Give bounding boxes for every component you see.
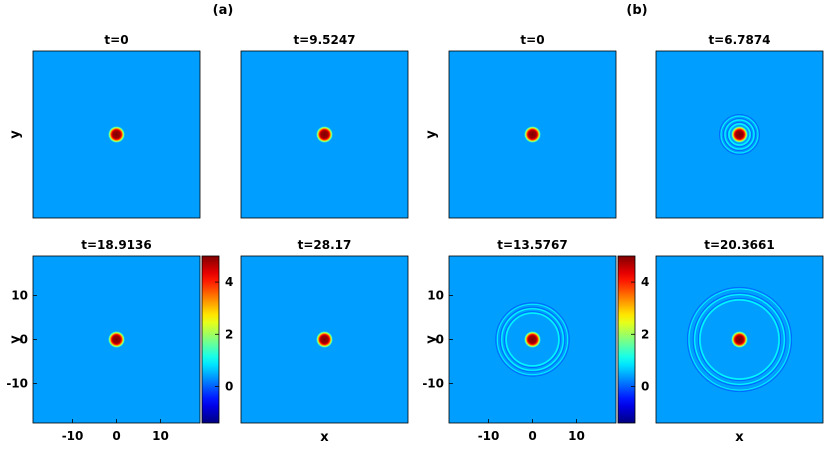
heatmap-area: [656, 51, 823, 218]
panel-b-3: t=13.5767 y 10 0 -10 -10 0 10: [422, 238, 617, 443]
heatmap-area: [449, 51, 616, 218]
colorbar-a: 4 2 0: [201, 255, 233, 424]
wave-ring-trough: [697, 297, 782, 382]
x-tick-label: -10: [478, 429, 500, 443]
soliton-core: [524, 331, 541, 348]
heatmap-area: [449, 256, 616, 423]
soliton-core: [316, 331, 333, 348]
panel-title: t=13.5767: [497, 238, 567, 252]
colorbar-tick-label: 4: [641, 275, 649, 289]
panel-frame: [240, 255, 409, 424]
y-tick-label: -10: [422, 376, 444, 390]
x-tick-label: 0: [112, 429, 120, 443]
heatmap-area: [33, 256, 200, 423]
wave-ring: [496, 303, 569, 376]
colorbar-frame: [617, 255, 636, 424]
panel-b-2: t=6.7874: [655, 33, 824, 219]
wave-ring-trough: [722, 117, 757, 152]
colorbar-tick-label: 0: [225, 379, 233, 393]
heatmap-area: [241, 256, 408, 423]
wave-ring-trough: [726, 121, 753, 148]
soliton-core: [108, 126, 125, 143]
panel-b-1: t=0 y: [424, 33, 617, 219]
panel-title: t=18.9136: [81, 238, 151, 252]
panel-frame: [448, 50, 617, 219]
y-tick-label: 0: [436, 333, 444, 347]
panel-title: t=28.17: [298, 238, 352, 252]
soliton-core: [731, 331, 748, 348]
y-tick-label: 10: [11, 289, 28, 303]
colorbar-frame: [201, 255, 220, 424]
wave-ring: [728, 123, 751, 146]
x-tick-label: -10: [62, 429, 84, 443]
wave-ring-trough: [718, 113, 761, 156]
panel-title: t=20.3661: [704, 238, 774, 252]
soliton-core: [316, 126, 333, 143]
panel-title: t=6.7874: [708, 33, 770, 47]
wave-ring: [505, 312, 560, 367]
wave-ring: [699, 299, 780, 380]
panel-a-2: t=9.5247: [240, 33, 409, 219]
group-label-a: (a): [213, 3, 234, 18]
colorbar-tick-label: 2: [641, 327, 649, 341]
wave-ring-trough: [499, 306, 566, 373]
colorbar-tick-label: 4: [225, 275, 233, 289]
panel-title: t=0: [104, 33, 128, 47]
colorbar-fill: [618, 256, 635, 423]
heatmap-area: [33, 51, 200, 218]
wave-ring-trough: [692, 292, 787, 387]
wave-ring: [724, 119, 755, 150]
heatmap-area: [241, 51, 408, 218]
heatmap-area: [656, 256, 823, 423]
panel-title: t=9.5247: [293, 33, 355, 47]
x-tick-label: 10: [568, 429, 585, 443]
colorbar-tick-label: 2: [225, 327, 233, 341]
wave-ring-trough: [504, 311, 561, 368]
panel-frame: [655, 255, 824, 424]
wave-ring: [720, 115, 759, 154]
wave-ring-trough: [495, 302, 570, 377]
group-label-b: (b): [626, 3, 647, 18]
panel-a-3: t=18.9136 y 10 0 -10 -10 0 10: [6, 238, 201, 443]
x-axis-label: x: [320, 430, 329, 445]
panel-frame: [240, 50, 409, 219]
y-axis-label: y: [8, 335, 23, 344]
y-axis-label: y: [424, 335, 439, 344]
y-axis-label: y: [424, 130, 439, 139]
panel-frame: [655, 50, 824, 219]
y-tick-label: 0: [20, 333, 28, 347]
soliton-core: [731, 126, 748, 143]
panel-title: t=0: [520, 33, 544, 47]
x-tick-label: 10: [152, 429, 169, 443]
wave-ring-trough: [686, 286, 793, 393]
panel-b-4: t=20.3661 x: [655, 238, 824, 445]
soliton-core: [524, 126, 541, 143]
x-axis-label: x: [735, 430, 744, 445]
y-tick-label: 10: [427, 289, 444, 303]
wave-ring: [688, 288, 791, 391]
x-tick-label: 0: [528, 429, 536, 443]
colorbar-tick-label: 0: [641, 379, 649, 393]
colorbar-b: 4 2 0: [617, 255, 649, 424]
soliton-core: [108, 331, 125, 348]
colorbar-fill: [202, 256, 219, 423]
y-tick-label: -10: [6, 376, 28, 390]
panel-frame: [32, 50, 201, 219]
panel-a-4: t=28.17 x: [240, 238, 409, 445]
wave-ring: [501, 308, 564, 371]
panel-a-1: t=0 y: [8, 33, 201, 219]
wave-ring: [694, 294, 785, 385]
y-axis-label: y: [8, 130, 23, 139]
